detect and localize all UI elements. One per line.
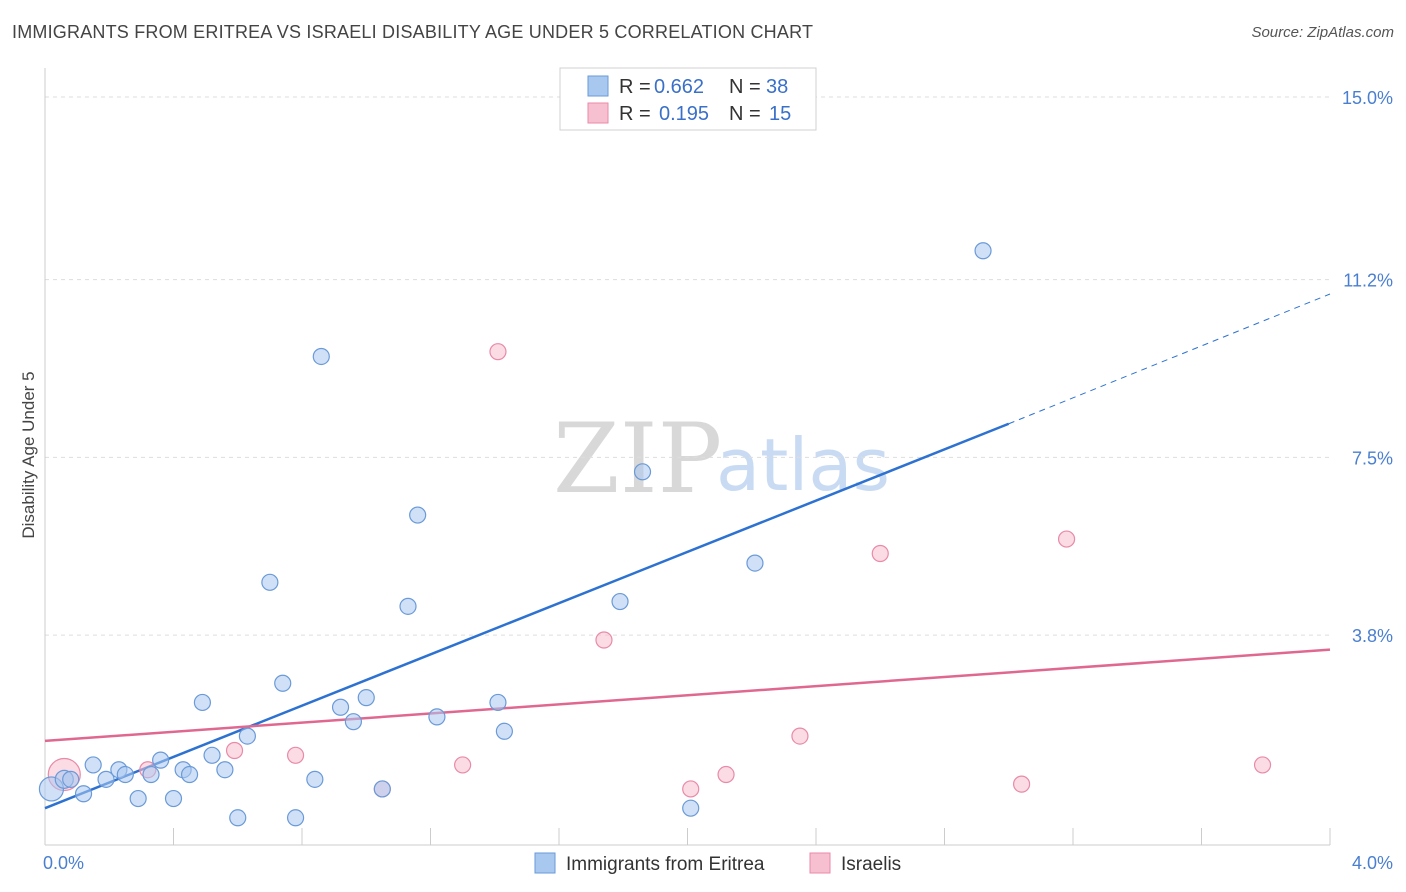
point-eritrea <box>682 799 700 817</box>
point-israelis <box>454 756 472 774</box>
trendline-eritrea <box>44 422 1010 810</box>
point-eritrea <box>286 809 305 827</box>
point-eritrea <box>746 554 764 572</box>
x-tick-label: 0.0% <box>43 853 84 873</box>
point-eritrea <box>331 698 350 716</box>
point-israelis <box>225 741 244 760</box>
point-eritrea <box>152 751 170 769</box>
point-israelis <box>286 746 305 764</box>
bottom-legend: Immigrants from Eritrea Israelis <box>534 852 901 875</box>
chart-title: IMMIGRANTS FROM ERITREA VS ISRAELI DISAB… <box>12 22 814 42</box>
point-eritrea <box>216 761 234 779</box>
point-eritrea <box>306 770 324 788</box>
trendlines <box>44 293 1331 810</box>
point-eritrea <box>428 708 446 726</box>
legend-n-label: N = <box>729 76 761 98</box>
point-eritrea <box>357 689 375 707</box>
legend-n-label: N = <box>729 103 761 125</box>
point-israelis <box>489 343 507 361</box>
point-israelis <box>1057 530 1076 548</box>
legend-r-value: 0.662 <box>654 76 704 98</box>
legend-swatch-blue <box>587 75 609 97</box>
point-eritrea <box>203 746 221 764</box>
tick-labels: 3.8% 7.5% 11.2% 15.0% 0.0% 4.0% <box>43 88 1393 873</box>
data-points <box>38 242 1272 827</box>
point-eritrea <box>129 789 147 808</box>
point-eritrea <box>373 780 391 798</box>
watermark: ZIP atlas <box>553 403 890 515</box>
point-israelis <box>871 544 889 563</box>
point-eritrea <box>229 809 247 827</box>
point-eritrea <box>62 770 80 788</box>
point-eritrea <box>74 785 93 803</box>
legend-r-label: R = <box>619 76 651 98</box>
watermark-atlas: atlas <box>716 423 890 507</box>
y-axis-label: Disability Age Under 5 <box>19 371 38 538</box>
point-eritrea <box>274 674 292 692</box>
axes <box>44 68 1331 846</box>
bottom-legend-label-israelis: Israelis <box>841 854 901 875</box>
legend-n-value: 15 <box>769 103 791 125</box>
point-eritrea <box>180 765 199 784</box>
point-israelis <box>682 780 700 798</box>
source-credit: Source: ZipAtlas.com <box>1251 24 1394 41</box>
point-eritrea <box>399 597 417 615</box>
y-tick-label: 11.2% <box>1343 271 1393 291</box>
point-eritrea <box>238 727 256 745</box>
y-tick-label: 7.5% <box>1352 448 1393 468</box>
point-eritrea <box>974 242 992 260</box>
bottom-legend-label-eritrea: Immigrants from Eritrea <box>566 854 765 875</box>
watermark-zip: ZIP <box>553 403 722 515</box>
bottom-legend-swatch-blue <box>534 852 556 874</box>
trendline-eritrea-extension <box>1008 293 1331 425</box>
point-eritrea <box>611 592 629 611</box>
point-eritrea <box>409 506 427 524</box>
y-tick-label: 3.8% <box>1352 626 1393 646</box>
legend-swatch-pink <box>587 102 609 124</box>
trendline-israelis <box>44 648 1331 743</box>
point-israelis <box>717 765 735 784</box>
point-eritrea <box>344 713 362 731</box>
legend-r-label: R = <box>619 103 651 125</box>
legend: R = 0.662 N = 38 R = 0.195 N = 15 <box>559 67 817 131</box>
point-eritrea <box>97 770 115 788</box>
point-eritrea <box>495 722 513 740</box>
point-eritrea <box>193 693 212 712</box>
x-tick-label: 4.0% <box>1352 853 1393 873</box>
bottom-legend-swatch-pink <box>809 852 831 874</box>
point-eritrea <box>312 347 330 366</box>
legend-n-value: 38 <box>766 76 788 98</box>
point-eritrea <box>142 765 160 784</box>
point-eritrea <box>261 573 279 591</box>
point-eritrea <box>116 765 134 784</box>
point-israelis <box>1253 756 1272 774</box>
point-israelis <box>791 727 809 745</box>
y-tick-label: 15.0% <box>1342 88 1393 108</box>
point-eritrea <box>84 756 102 774</box>
legend-r-value: 0.195 <box>659 103 709 125</box>
point-israelis <box>595 631 613 649</box>
grid <box>45 96 1330 636</box>
point-eritrea <box>489 693 507 712</box>
point-eritrea <box>164 789 183 808</box>
point-israelis <box>1012 775 1031 793</box>
point-eritrea <box>633 463 652 481</box>
